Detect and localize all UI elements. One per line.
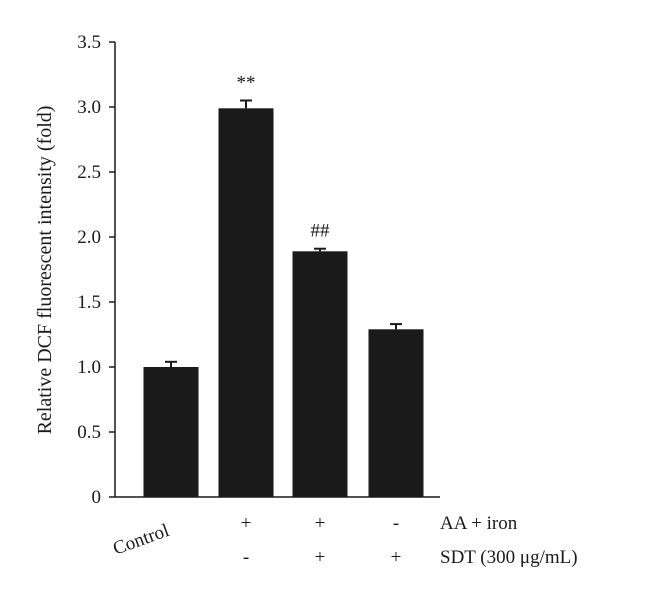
y-axis-ticks: 0 0.5 1.0 1.5 2.0 2.5 3.0 3.5 bbox=[77, 32, 115, 508]
bar bbox=[218, 108, 274, 498]
condition-mark: + bbox=[315, 513, 326, 534]
bar bbox=[143, 367, 199, 497]
condition-mark: - bbox=[243, 547, 249, 568]
condition-mark: + bbox=[241, 513, 252, 534]
y-tick-label: 3.0 bbox=[77, 97, 101, 118]
significance-annotation: ** bbox=[237, 73, 256, 94]
condition-mark: + bbox=[315, 547, 326, 568]
condition-mark: + bbox=[391, 547, 402, 568]
y-tick-label: 2.0 bbox=[77, 227, 101, 248]
y-axis-title: Relative DCF fluorescent intensity (fold… bbox=[34, 106, 56, 435]
condition-row-label: AA + iron bbox=[440, 513, 518, 534]
condition-mark: - bbox=[393, 513, 399, 534]
condition-row-label: SDT (300 μg/mL) bbox=[440, 547, 578, 568]
y-tick-label: 1.5 bbox=[77, 292, 101, 313]
y-tick-label: 1.0 bbox=[77, 357, 101, 378]
bars-group: ** ## bbox=[143, 73, 424, 498]
significance-annotation: ## bbox=[311, 221, 331, 242]
bar bbox=[368, 329, 424, 497]
y-tick-label: 0 bbox=[92, 487, 102, 508]
bar bbox=[292, 251, 348, 497]
condition-table: + + - AA + iron - + + SDT (300 μg/mL) bbox=[241, 513, 578, 568]
y-tick-label: 2.5 bbox=[77, 162, 101, 183]
y-tick-label: 3.5 bbox=[77, 32, 101, 53]
y-tick-label: 0.5 bbox=[77, 422, 101, 443]
control-label: Control bbox=[110, 520, 172, 560]
